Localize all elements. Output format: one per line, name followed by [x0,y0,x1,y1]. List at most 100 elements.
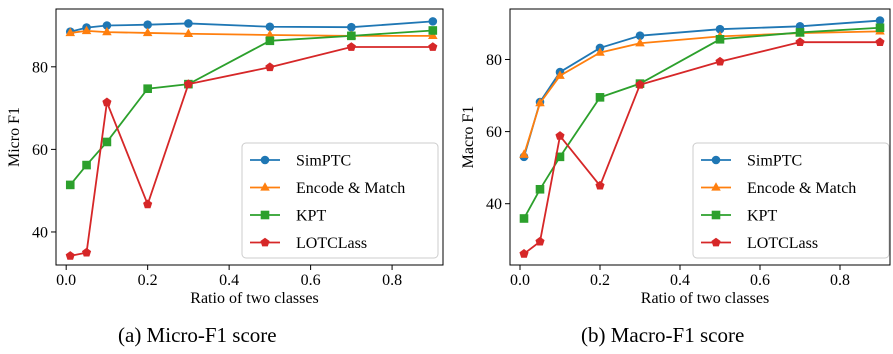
data-point-simptc [635,31,645,40]
data-point-kpt [595,93,605,102]
data-point-kpt [65,180,75,190]
y-axis-label: Macro F1 [460,106,477,169]
data-point-lotclass [65,251,75,260]
data-point-lotclass [635,79,645,89]
data-point-kpt [875,23,885,33]
data-point-encode-match [81,25,92,35]
data-point-lotclass [519,249,529,258]
data-point-kpt [535,184,545,194]
data-point-kpt [715,34,725,44]
x-tick-label: 0.8 [830,272,850,289]
data-point-lotclass [102,97,112,107]
legend-marker-lotclass [260,237,270,247]
data-point-simptc [715,24,725,34]
data-point-lotclass [875,37,885,47]
series-line-simptc [523,19,881,158]
series-line-simptc [70,20,433,33]
x-tick-label: 0.6 [750,272,770,289]
data-point-encode-match [535,97,545,107]
legend-label-kpt: KPT [296,208,326,225]
series-line-lotclass [70,46,433,257]
legend-label-encode-match: Encode & Match [747,180,856,197]
legend-label-lotclass: LOTCLass [296,235,367,252]
x-tick-label: 0.2 [138,272,158,289]
data-point-encode-match [519,149,529,158]
data-point-lotclass [595,180,605,190]
data-point-encode-match [142,27,153,37]
x-tick-label: 0.6 [301,272,321,289]
x-axis-label: Ratio of two classes [190,290,318,307]
legend-label-lotclass: LOTCLass [747,235,818,252]
data-point-encode-match [265,29,275,39]
data-point-kpt [555,152,565,162]
data-point-lotclass [428,42,438,51]
legend-marker-simptc [711,155,721,165]
y-tick-label: 60 [486,124,502,141]
data-point-encode-match [65,27,76,37]
y-tick-label: 80 [32,59,48,76]
y-tick-label: 40 [486,196,502,213]
data-point-lotclass [715,56,725,66]
data-point-lotclass [535,236,545,246]
data-point-simptc [184,19,193,28]
data-point-encode-match [635,37,645,47]
data-point-lotclass [795,37,805,47]
y-tick-label: 60 [32,142,48,159]
legend-marker-kpt [711,210,721,220]
caption-a: (a) Micro-F1 score [118,323,277,347]
legend: SimPTC Encode & Match KPT LOTCLass [241,142,439,259]
legend-label-kpt: KPT [747,208,777,225]
legend-box [692,142,890,259]
series-line-kpt [523,26,881,219]
x-tick-label: 0.2 [590,272,610,289]
legend-marker-encode-match [711,182,721,191]
macro-f1-chart: 0.0 0.2 0.4 0.6 0.8 40 60 80 Ratio of two classe… [460,8,891,307]
series-line-encode-match [70,29,433,37]
x-tick-label: 0.0 [510,272,530,289]
data-point-kpt [428,26,438,35]
data-point-simptc [102,21,112,30]
x-tick-label: 0.4 [670,272,690,289]
legend-marker-encode-match [260,182,270,191]
plot-frame [55,8,444,266]
data-point-kpt [102,137,112,147]
data-point-lotclass [81,247,92,257]
legend-marker-lotclass [711,237,721,247]
micro-f1-chart: 0.0 0.2 0.4 0.6 0.8 40 60 80 Ratio of two classe… [6,8,444,307]
data-point-simptc [143,20,152,29]
data-point-lotclass [555,131,565,140]
data-point-lotclass [265,62,275,72]
legend-marker-simptc [260,155,270,165]
caption-b: (b) Macro-F1 score [581,323,745,347]
plot-area [519,16,885,258]
plot-frame [509,8,891,266]
series-line-lotclass [523,41,880,255]
legend-box [241,142,439,259]
data-point-simptc [347,22,356,32]
data-point-kpt [82,160,91,170]
y-tick-label: 40 [32,224,48,241]
x-tick-label: 0.0 [56,272,76,289]
legend-label-simptc: SimPTC [296,153,351,170]
x-tick-label: 0.8 [382,272,402,289]
data-point-encode-match [183,28,194,37]
data-point-kpt [519,214,529,223]
data-point-kpt [143,84,152,93]
x-tick-label: 0.4 [219,272,239,289]
y-axis-label: Micro F1 [6,107,23,167]
data-point-encode-match [555,70,565,79]
legend: SimPTC Encode & Match KPT LOTCLass [692,142,890,259]
legend-label-encode-match: Encode & Match [296,180,405,197]
data-point-simptc [428,17,438,26]
data-point-lotclass [143,199,153,209]
data-point-kpt [347,31,356,41]
data-point-lotclass [346,42,356,51]
x-axis-label: Ratio of two classes [641,290,769,307]
data-point-simptc [265,22,275,32]
data-point-simptc [875,16,885,25]
legend-label-simptc: SimPTC [747,153,802,170]
data-point-kpt [795,28,805,37]
data-point-encode-match [595,47,605,56]
data-point-kpt [265,36,275,46]
